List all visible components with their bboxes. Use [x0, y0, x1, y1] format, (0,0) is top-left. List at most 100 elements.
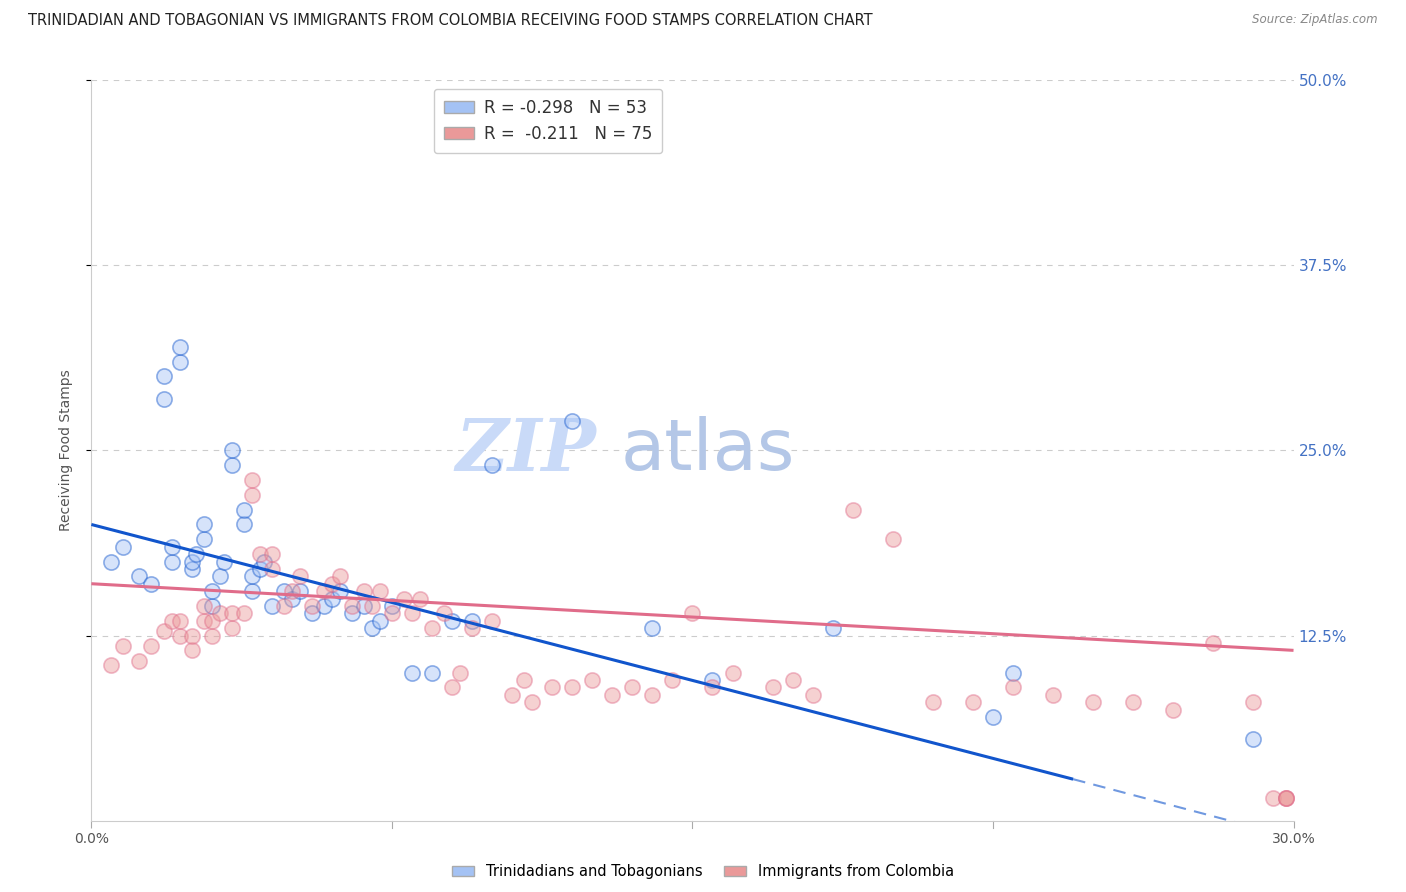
Point [201, 629, 224, 643]
Point [561, 414, 583, 428]
Point [193, 517, 215, 532]
Point [249, 547, 271, 561]
Legend: R = -0.298   N = 53, R =  -0.211   N = 75: R = -0.298 N = 53, R = -0.211 N = 75 [434, 88, 662, 153]
Point [240, 584, 263, 599]
Point [281, 591, 304, 606]
Point [321, 576, 343, 591]
Point [273, 599, 295, 613]
Point [288, 584, 311, 599]
Legend: Trinidadians and Tobagonians, Immigrants from Colombia: Trinidadians and Tobagonians, Immigrants… [446, 858, 960, 885]
Point [420, 621, 443, 635]
Point [260, 547, 283, 561]
Point [321, 591, 343, 606]
Point [368, 614, 391, 628]
Point [329, 584, 352, 599]
Point [240, 488, 263, 502]
Point [152, 392, 174, 406]
Point [201, 584, 224, 599]
Point [882, 533, 904, 547]
Point [193, 614, 215, 628]
Point [420, 665, 443, 680]
Point [392, 591, 415, 606]
Point [100, 555, 122, 569]
Point [112, 639, 135, 653]
Point [312, 584, 335, 599]
Point [1001, 665, 1024, 680]
Point [301, 607, 323, 621]
Point [1263, 791, 1285, 805]
Point [449, 665, 471, 680]
Point [169, 629, 191, 643]
Point [461, 621, 484, 635]
Point [841, 502, 863, 516]
Point [922, 695, 945, 709]
Point [381, 599, 404, 613]
Point [201, 614, 224, 628]
Point [1243, 695, 1265, 709]
Text: Source: ZipAtlas.com: Source: ZipAtlas.com [1253, 13, 1378, 27]
Point [440, 614, 463, 628]
Point [232, 607, 254, 621]
Point [360, 621, 382, 635]
Point [128, 569, 150, 583]
Point [288, 569, 311, 583]
Point [353, 584, 375, 599]
Point [681, 607, 703, 621]
Y-axis label: Receiving Food Stamps: Receiving Food Stamps [59, 369, 73, 532]
Point [169, 614, 191, 628]
Point [193, 533, 215, 547]
Point [273, 584, 295, 599]
Point [340, 599, 363, 613]
Point [112, 540, 135, 554]
Point [100, 658, 122, 673]
Point [180, 555, 202, 569]
Point [641, 621, 664, 635]
Point [433, 607, 456, 621]
Point [621, 681, 644, 695]
Point [368, 584, 391, 599]
Point [401, 607, 423, 621]
Point [312, 599, 335, 613]
Point [1163, 703, 1185, 717]
Point [232, 517, 254, 532]
Point [169, 354, 191, 368]
Point [481, 614, 503, 628]
Point [193, 599, 215, 613]
Point [141, 639, 163, 653]
Point [1243, 732, 1265, 747]
Point [1001, 681, 1024, 695]
Point [152, 369, 174, 384]
Text: atlas: atlas [620, 416, 794, 485]
Point [782, 673, 804, 687]
Point [249, 562, 271, 576]
Point [360, 599, 382, 613]
Point [522, 695, 544, 709]
Point [1274, 791, 1296, 805]
Point [561, 681, 583, 695]
Point [260, 562, 283, 576]
Point [180, 643, 202, 657]
Point [702, 673, 724, 687]
Point [169, 340, 191, 354]
Point [301, 599, 323, 613]
Point [128, 654, 150, 668]
Point [240, 569, 263, 583]
Point [762, 681, 785, 695]
Point [221, 458, 243, 473]
Point [329, 569, 352, 583]
Point [208, 607, 231, 621]
Point [409, 591, 432, 606]
Point [581, 673, 603, 687]
Point [221, 443, 243, 458]
Point [721, 665, 744, 680]
Point [1122, 695, 1144, 709]
Point [208, 569, 231, 583]
Point [141, 576, 163, 591]
Point [1202, 636, 1225, 650]
Point [240, 473, 263, 487]
Point [1274, 791, 1296, 805]
Point [522, 118, 544, 132]
Point [962, 695, 984, 709]
Point [381, 607, 404, 621]
Point [160, 614, 183, 628]
